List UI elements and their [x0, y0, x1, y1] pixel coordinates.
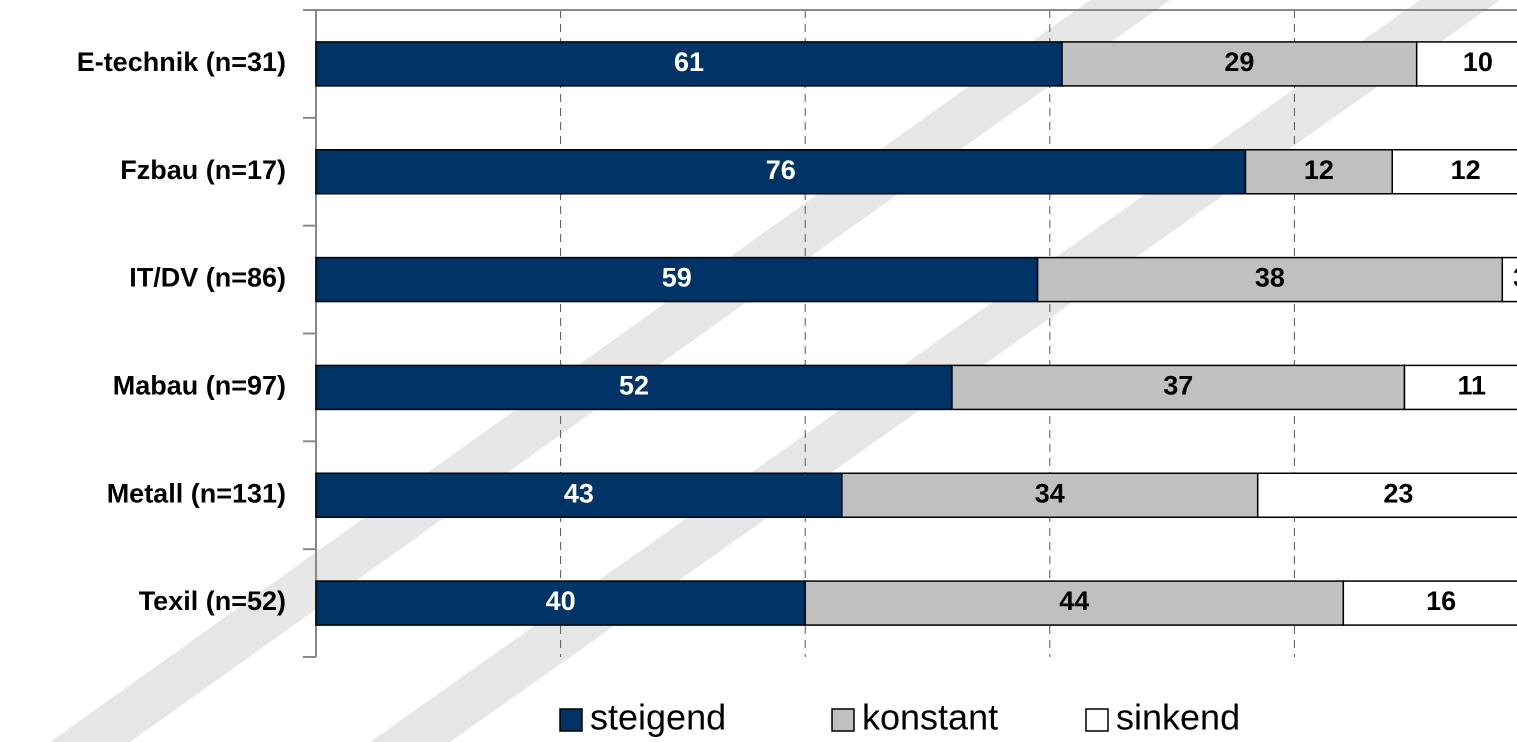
category-label: E-technik (n=31): [77, 47, 286, 77]
value-label: 52: [619, 371, 649, 401]
value-label: 12: [1304, 155, 1334, 185]
bar-segment: [315, 472, 843, 518]
legend-label: konstant: [862, 697, 998, 738]
category-label: Texil (n=52): [139, 586, 286, 616]
value-label: 61: [674, 47, 704, 77]
value-label: 40: [546, 586, 576, 616]
value-label: 11: [1457, 371, 1486, 401]
bar-segment: [1501, 256, 1517, 303]
bar-segment: [1256, 472, 1517, 518]
value-label: 29: [1224, 47, 1254, 77]
category-label: Fzbau (n=17): [120, 155, 286, 185]
value-label: 37: [1163, 371, 1193, 401]
value-label: 38: [1255, 263, 1285, 293]
legend-swatch: [559, 708, 583, 732]
value-label: 44: [1059, 586, 1089, 616]
value-label: 43: [564, 478, 594, 508]
bar-segment: [315, 364, 953, 411]
value-label: 34: [1035, 478, 1065, 508]
legend-label: steigend: [590, 697, 726, 738]
bar-segment: [315, 149, 1247, 195]
value-label: 3: [1513, 263, 1517, 293]
legend-swatch: [1085, 708, 1109, 732]
bar-segment: [1244, 149, 1393, 195]
bar-segment: [1342, 580, 1517, 626]
value-label: 23: [1383, 478, 1413, 508]
bar-segment: [804, 580, 1345, 626]
value-label: 59: [662, 263, 692, 293]
value-label: 12: [1451, 155, 1481, 185]
bar-segment: [1415, 41, 1517, 87]
legend-swatch: [831, 708, 855, 732]
bar-segment: [315, 256, 1039, 303]
value-label: 76: [766, 155, 796, 185]
legend-label: sinkend: [1116, 697, 1240, 738]
bar-segment: [1391, 149, 1517, 195]
category-label: Metall (n=131): [107, 478, 286, 508]
category-label: IT/DV (n=86): [129, 263, 286, 293]
value-label: 10: [1463, 47, 1493, 77]
category-label: Mabau (n=97): [113, 371, 286, 401]
value-label: 16: [1426, 586, 1456, 616]
bar-segment: [315, 41, 1063, 87]
bar-segment: [1403, 364, 1517, 411]
bar-segment: [315, 580, 806, 626]
